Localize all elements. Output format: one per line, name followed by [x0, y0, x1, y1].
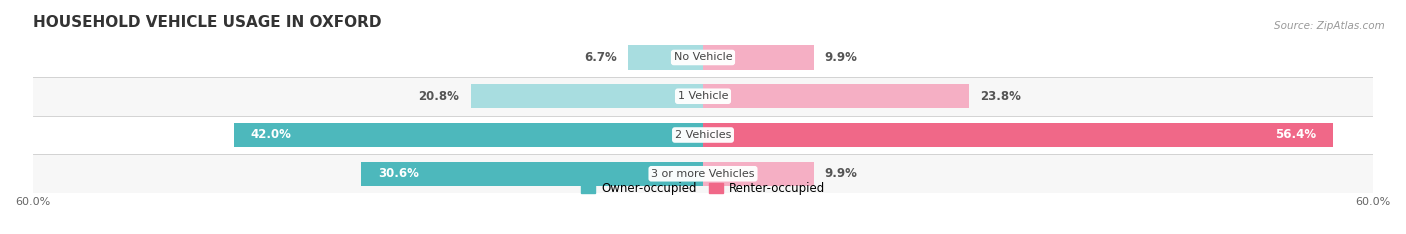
Text: 3 or more Vehicles: 3 or more Vehicles [651, 169, 755, 179]
Text: 56.4%: 56.4% [1275, 128, 1316, 142]
Bar [628, 45, 703, 69]
Text: Source: ZipAtlas.com: Source: ZipAtlas.com [1274, 21, 1385, 31]
Text: 1 Vehicle: 1 Vehicle [678, 91, 728, 101]
Text: HOUSEHOLD VEHICLE USAGE IN OXFORD: HOUSEHOLD VEHICLE USAGE IN OXFORD [32, 15, 381, 30]
Bar [32, 154, 1374, 193]
Text: 23.8%: 23.8% [980, 90, 1021, 103]
Bar [32, 38, 1374, 77]
Bar [32, 116, 1374, 154]
Bar [233, 123, 703, 147]
Text: 6.7%: 6.7% [585, 51, 617, 64]
Bar [703, 45, 814, 69]
Bar [703, 84, 969, 108]
Text: 9.9%: 9.9% [825, 51, 858, 64]
Bar [703, 123, 1333, 147]
Bar [361, 162, 703, 186]
Legend: Owner-occupied, Renter-occupied: Owner-occupied, Renter-occupied [576, 177, 830, 200]
Text: No Vehicle: No Vehicle [673, 52, 733, 62]
Text: 20.8%: 20.8% [419, 90, 460, 103]
Bar [703, 162, 814, 186]
Text: 9.9%: 9.9% [825, 167, 858, 180]
Bar [32, 77, 1374, 116]
Text: 42.0%: 42.0% [250, 128, 291, 142]
Text: 30.6%: 30.6% [378, 167, 419, 180]
Bar [471, 84, 703, 108]
Text: 2 Vehicles: 2 Vehicles [675, 130, 731, 140]
